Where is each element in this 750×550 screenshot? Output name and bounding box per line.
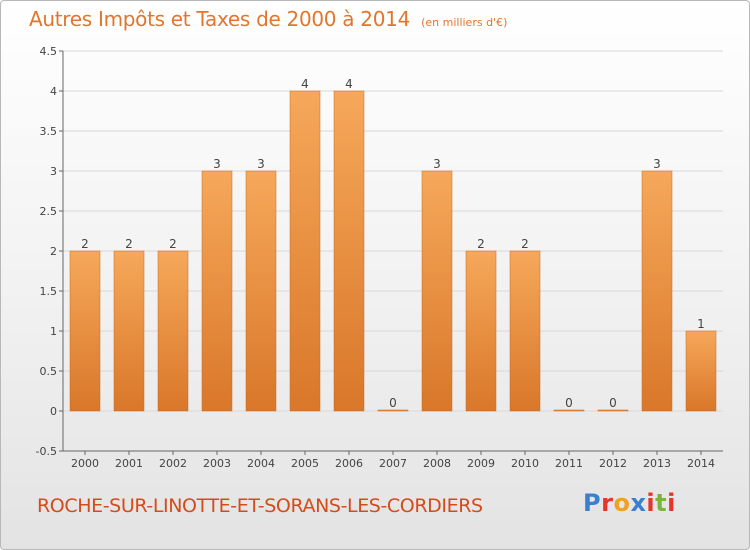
bar (157, 250, 189, 412)
bar (201, 170, 233, 412)
y-tick-label: 3 (50, 165, 57, 178)
y-tick-label: 2.5 (40, 205, 58, 218)
x-tick-label: 2006 (335, 457, 363, 470)
bar (333, 90, 365, 412)
brand-letter: r (601, 489, 614, 517)
bar (421, 170, 453, 412)
data-label: 2 (125, 237, 133, 251)
data-label: 2 (169, 237, 177, 251)
x-tick-label: 2007 (379, 457, 407, 470)
y-tick-label: 2 (50, 245, 57, 258)
bar (245, 170, 277, 412)
x-tick-label: 2011 (555, 457, 583, 470)
x-tick-label: 2008 (423, 457, 451, 470)
bar (597, 409, 629, 412)
brand-letter: P (583, 489, 602, 517)
data-label: 0 (565, 396, 573, 410)
y-tick-label: 1 (50, 325, 57, 338)
commune-name: ROCHE-SUR-LINOTTE-ET-SORANS-LES-CORDIERS (37, 495, 483, 517)
bar (553, 409, 585, 412)
x-tick-label: 2005 (291, 457, 319, 470)
y-tick-label: 1.5 (40, 285, 58, 298)
x-tick-label: 2012 (599, 457, 627, 470)
chart-subtitle: (en milliers d'€) (421, 16, 508, 29)
x-tick-label: 2014 (687, 457, 715, 470)
title-row: Autres Impôts et Taxes de 2000 à 2014 (e… (29, 7, 507, 31)
data-label: 2 (477, 237, 485, 251)
y-tick-label: 4.5 (40, 45, 58, 58)
data-label: 3 (433, 157, 441, 171)
x-tick-label: 2000 (71, 457, 99, 470)
data-label: 3 (653, 157, 661, 171)
data-label: 2 (521, 237, 529, 251)
data-label: 3 (257, 157, 265, 171)
y-tick-label: -0.5 (36, 445, 57, 458)
brand-letter: o (613, 489, 631, 517)
y-tick-label: 0 (50, 405, 57, 418)
brand-letter: i (667, 489, 676, 517)
y-tick-label: 0.5 (40, 365, 58, 378)
x-tick-label: 2010 (511, 457, 539, 470)
data-label: 0 (609, 396, 617, 410)
bar (685, 330, 717, 412)
bar (377, 409, 409, 412)
x-tick-label: 2004 (247, 457, 275, 470)
chart-title: Autres Impôts et Taxes de 2000 à 2014 (29, 7, 410, 31)
data-label: 0 (389, 396, 397, 410)
x-tick-label: 2003 (203, 457, 231, 470)
x-tick-label: 2002 (159, 457, 187, 470)
bar (69, 250, 101, 412)
bar (509, 250, 541, 412)
brand-letter: i (646, 489, 656, 517)
x-tick-label: 2013 (643, 457, 671, 470)
bar (641, 170, 673, 412)
bar (289, 90, 321, 412)
y-tick-label: 3.5 (40, 125, 58, 138)
bar (465, 250, 497, 412)
data-label: 4 (301, 77, 309, 91)
data-label: 1 (697, 317, 705, 331)
brand-letter: x (630, 489, 647, 517)
brand-letter: t (655, 489, 668, 517)
x-tick-label: 2001 (115, 457, 143, 470)
proxiti-logo: Proxiti (583, 489, 676, 517)
data-label: 2 (81, 237, 89, 251)
bar (113, 250, 145, 412)
data-label: 4 (345, 77, 353, 91)
x-tick-label: 2009 (467, 457, 495, 470)
y-tick-label: 4 (50, 85, 57, 98)
data-label: 3 (213, 157, 221, 171)
